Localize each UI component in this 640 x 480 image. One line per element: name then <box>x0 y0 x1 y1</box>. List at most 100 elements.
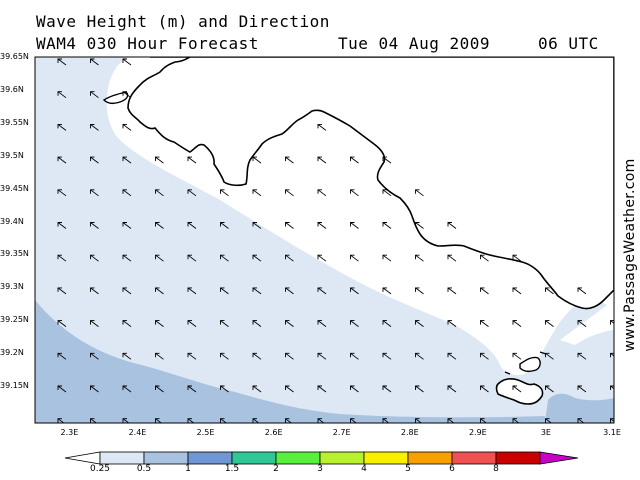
direction-arrow-head <box>90 222 95 227</box>
direction-arrow <box>577 287 587 295</box>
direction-arrow <box>317 124 327 131</box>
direction-arrow <box>57 287 67 295</box>
direction-arrow-head <box>57 418 62 423</box>
direction-arrow-head <box>447 287 452 292</box>
direction-arrow <box>447 352 457 360</box>
direction-arrow-head <box>350 222 355 227</box>
latitude-label: 39.65N <box>0 52 29 61</box>
direction-arrow-head <box>155 352 160 358</box>
direction-arrow <box>350 385 359 393</box>
direction-arrow-head <box>57 287 62 292</box>
direction-arrow-head <box>220 352 225 358</box>
direction-arrow <box>122 222 132 229</box>
direction-arrow-head <box>317 287 322 292</box>
direction-arrow <box>512 287 522 295</box>
direction-arrow-head <box>350 254 355 260</box>
direction-arrow-head <box>350 418 355 423</box>
direction-arrow-head <box>155 287 160 292</box>
direction-arrow-head <box>187 254 192 260</box>
latitude-label: 39.3N <box>0 282 24 292</box>
direction-arrow <box>285 320 294 327</box>
direction-arrow-head <box>545 287 550 292</box>
direction-arrow <box>480 385 489 393</box>
direction-arrow <box>220 418 227 423</box>
forecast-date: Tue 04 Aug 2009 <box>338 34 490 53</box>
wave-band-mid-east <box>545 393 614 423</box>
direction-arrow <box>317 254 327 262</box>
direction-arrow-head <box>155 385 160 390</box>
direction-arrow <box>252 287 262 295</box>
direction-arrow <box>382 385 392 393</box>
direction-arrow-head <box>122 320 127 325</box>
direction-arrow <box>317 385 327 393</box>
direction-arrow-head <box>220 320 225 325</box>
direction-arrow-head <box>317 222 322 227</box>
direction-arrow <box>57 91 67 99</box>
direction-arrow <box>480 287 489 295</box>
forecast-time: 06 UTC <box>538 34 599 53</box>
legend-swatch <box>451 451 497 465</box>
latitude-label: 39.15N <box>0 381 29 391</box>
direction-arrow-head <box>187 320 192 325</box>
direction-arrow-head <box>480 254 485 260</box>
longitude-label: 2.9E <box>468 428 487 437</box>
direction-arrow-head <box>545 320 550 325</box>
direction-arrow <box>480 254 489 262</box>
direction-arrow <box>90 124 99 131</box>
direction-arrow <box>577 385 587 393</box>
direction-arrow-head <box>382 418 387 423</box>
direction-arrow <box>122 385 132 393</box>
direction-arrow <box>577 320 587 327</box>
direction-arrow <box>512 418 520 423</box>
direction-arrow-head <box>252 418 257 423</box>
direction-arrow-head <box>285 352 290 358</box>
direction-arrow <box>187 320 197 327</box>
direction-arrow <box>545 287 554 295</box>
direction-arrow-head <box>480 287 485 292</box>
direction-arrow <box>57 156 67 164</box>
direction-arrow <box>610 320 614 324</box>
direction-arrow-head <box>285 222 290 227</box>
direction-arrow-head <box>155 254 160 260</box>
direction-arrow-head <box>545 418 550 423</box>
direction-arrow <box>480 320 489 327</box>
legend-label: 1.5 <box>224 464 240 474</box>
direction-arrow-head <box>545 385 550 390</box>
direction-arrow <box>415 418 422 423</box>
direction-arrow <box>577 418 585 423</box>
direction-arrow-head <box>382 156 387 162</box>
direction-arrow-head <box>122 287 127 292</box>
direction-arrow <box>415 222 424 229</box>
direction-arrow-head <box>382 352 387 358</box>
direction-arrow-head <box>415 222 420 227</box>
legend-swatch <box>363 451 409 465</box>
direction-arrow-head <box>350 320 355 325</box>
direction-arrow <box>382 320 392 327</box>
direction-arrow <box>90 91 99 99</box>
direction-arrow-head <box>252 222 257 227</box>
direction-arrow-head <box>577 287 582 292</box>
direction-arrow-head <box>480 320 485 325</box>
direction-arrow <box>220 254 229 262</box>
direction-arrow-head <box>610 320 614 325</box>
direction-arrow-head <box>317 123 322 129</box>
direction-arrow-head <box>155 222 160 227</box>
direction-arrow <box>220 320 229 327</box>
direction-arrow <box>220 287 229 295</box>
direction-arrow <box>57 320 67 327</box>
direction-arrow-head <box>155 418 160 423</box>
direction-arrow-head <box>415 287 420 292</box>
direction-arrow-head <box>57 189 62 194</box>
legend-swatch <box>407 451 453 465</box>
map-frame <box>34 56 615 424</box>
direction-arrow <box>447 254 457 262</box>
direction-arrow <box>317 189 327 197</box>
direction-arrow <box>90 156 99 164</box>
longitude-label: 3.1E <box>603 428 621 437</box>
latitude-label: 39.2N <box>0 348 24 358</box>
direction-arrow-head <box>415 254 420 260</box>
direction-arrow-head <box>285 254 290 260</box>
direction-arrow-head <box>187 385 192 390</box>
direction-arrow <box>415 385 424 393</box>
direction-arrow-head <box>447 254 452 260</box>
